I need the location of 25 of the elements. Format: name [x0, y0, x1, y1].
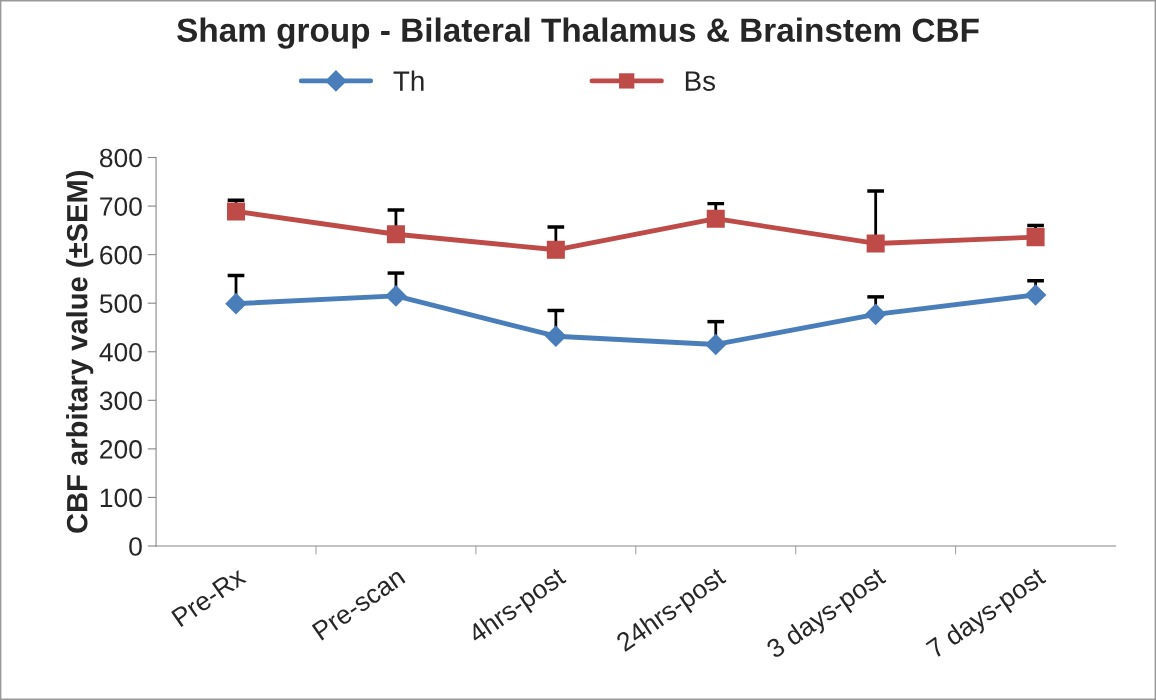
point: [226, 202, 246, 221]
point: [545, 325, 567, 348]
y-tick-label: 500: [99, 294, 142, 314]
legend-label: Bs: [685, 71, 716, 91]
legend-label: Th: [393, 70, 424, 91]
y-tick-label: 700: [100, 197, 142, 216]
point: [864, 303, 887, 326]
point: [546, 240, 565, 259]
point: [386, 225, 405, 244]
y-tick-label: 600: [100, 245, 142, 265]
y-tick-label: 100: [100, 488, 142, 508]
chart-title: Sham group - Bilateral Thalamus & Brainstem CBF: [177, 17, 979, 49]
y-tick-label: 300: [99, 391, 142, 411]
y-axis-title: CBF arbitary value (±SEM): [66, 170, 94, 533]
y-tick-label: 400: [99, 342, 142, 362]
point: [866, 234, 885, 253]
y-tick-label: 0: [129, 537, 142, 556]
y-tick-label: 800: [99, 148, 142, 168]
point: [706, 209, 725, 228]
point: [225, 292, 247, 315]
point: [704, 333, 727, 356]
point: [385, 285, 407, 307]
point: [1026, 228, 1045, 247]
y-tick-label: 200: [100, 440, 142, 459]
point: [1024, 284, 1047, 306]
